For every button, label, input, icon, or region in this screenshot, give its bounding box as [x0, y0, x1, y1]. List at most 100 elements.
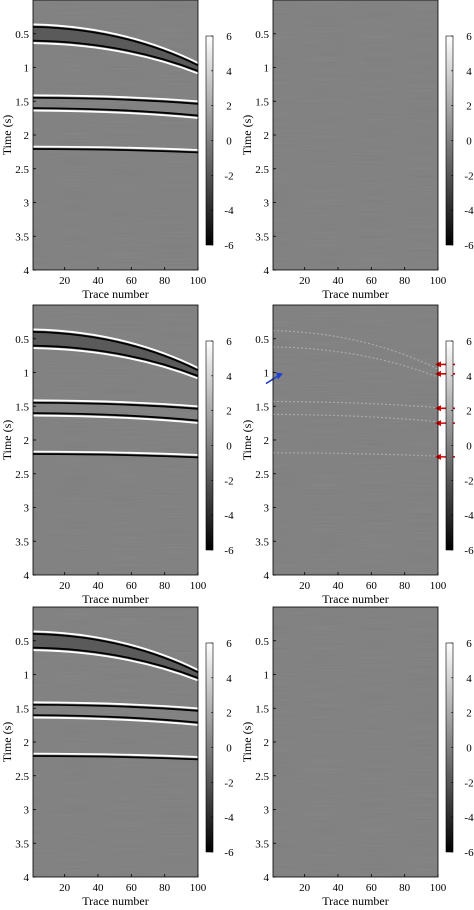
reflector-2-upper — [32, 344, 199, 377]
colorbar-tick-label: -6 — [224, 240, 234, 252]
reflector-2-upper — [32, 646, 199, 679]
reflector-1-upper — [32, 328, 199, 369]
y-tick-label: 3 — [24, 198, 30, 210]
residual-3 — [272, 400, 439, 409]
x-tick-label: 100 — [430, 882, 447, 894]
colorbar-tick-label: 2 — [226, 101, 232, 113]
x-tick-label: 100 — [430, 580, 447, 592]
x-tick-label: 40 — [333, 275, 345, 287]
y-tick-label: 3.5 — [15, 536, 29, 548]
y-tick-label: 2.5 — [15, 771, 29, 783]
colorbar-tick-label: 2 — [226, 708, 232, 720]
reflector-4-upper — [32, 714, 199, 724]
y-tick-label: 1.5 — [15, 401, 29, 413]
x-tick-label: 100 — [190, 580, 207, 592]
y-axis-label: Time (s) — [0, 420, 14, 461]
residual-5 — [272, 452, 439, 457]
colorbar-tick-label: -4 — [464, 510, 474, 522]
y-tick-label: 2 — [24, 737, 30, 749]
x-tick-label: 60 — [126, 580, 138, 592]
y-tick-label: 2.5 — [255, 469, 269, 481]
reflector-3-lower — [32, 401, 199, 410]
y-tick-label: 4 — [24, 872, 30, 884]
colorbar-tick-label: -2 — [464, 475, 473, 487]
colorbar-tick-label: -2 — [224, 170, 233, 182]
reflector-1-lower — [32, 632, 199, 674]
y-tick-label: 2 — [264, 737, 270, 749]
reflector-3-upper — [32, 399, 199, 408]
y-tick-label: 3.5 — [255, 231, 269, 243]
y-tick-label: 1.5 — [15, 96, 29, 108]
colorbar-tick-label: -4 — [224, 812, 234, 824]
y-tick-label: 1.5 — [255, 703, 269, 715]
reflector-4-lower — [32, 109, 199, 119]
reflector-5-lower — [32, 453, 199, 459]
reflector-5-upper — [32, 752, 199, 758]
reflector-2-lower — [32, 649, 199, 682]
reflector-5-upper — [32, 145, 199, 151]
x-tick-label: 20 — [59, 882, 71, 894]
x-tick-label: 40 — [93, 275, 105, 287]
y-tick-label: 1 — [24, 670, 30, 682]
y-tick-label: 2 — [24, 435, 30, 447]
reflector-1-upper — [32, 23, 199, 64]
x-axis-label: Trace number — [322, 894, 389, 908]
x-axis-label: Trace number — [82, 894, 149, 908]
reflector-4-lower — [32, 716, 199, 726]
x-axis-label: Trace number — [322, 287, 389, 301]
y-tick-label: 1 — [264, 63, 270, 75]
colorbar-tick-label: 0 — [226, 136, 232, 148]
y-tick-label: 3.5 — [15, 838, 29, 850]
colorbar-tick-label: 4 — [466, 66, 472, 78]
x-tick-label: 80 — [159, 882, 171, 894]
y-axis-label: Time (s) — [0, 722, 14, 763]
colorbar-tick-label: -2 — [224, 777, 233, 789]
blue-arrow — [265, 375, 278, 385]
x-tick-label: 60 — [366, 882, 378, 894]
colorbar-tick-label: 4 — [226, 66, 232, 78]
reflector-2-lower — [32, 347, 199, 380]
y-tick-label: 3 — [264, 805, 270, 817]
x-tick-label: 80 — [399, 882, 411, 894]
plot-texture — [273, 607, 438, 877]
colorbar-tick-label: 2 — [226, 406, 232, 418]
x-tick-label: 80 — [399, 275, 411, 287]
x-tick-label: 40 — [333, 580, 345, 592]
colorbar-tick-label: 0 — [466, 441, 472, 453]
x-tick-label: 20 — [59, 275, 71, 287]
y-axis-label: Time (s) — [240, 115, 254, 156]
x-tick-label: 20 — [299, 882, 311, 894]
y-tick-label: 2 — [24, 130, 30, 142]
colorbar-tick-label: 0 — [226, 743, 232, 755]
reflector-1-upper — [32, 630, 199, 671]
y-tick-label: 1.5 — [255, 96, 269, 108]
x-tick-label: 100 — [190, 275, 207, 287]
colorbar-tick-label: -2 — [224, 475, 233, 487]
y-tick-label: 1 — [24, 368, 30, 380]
x-axis-label: Trace number — [82, 592, 149, 606]
colorbar-tick-label: -2 — [464, 170, 473, 182]
reflector-2-upper — [32, 39, 199, 72]
colorbar-tick-label: 0 — [226, 441, 232, 453]
colorbar-tick-label: -6 — [464, 240, 474, 252]
reflector-4-upper — [32, 107, 199, 117]
x-tick-label: 20 — [299, 580, 311, 592]
reflector-4-upper — [32, 412, 199, 422]
plot-texture — [273, 305, 438, 575]
colorbar-tick-label: 6 — [226, 638, 232, 650]
y-tick-label: 3.5 — [255, 838, 269, 850]
y-tick-label: 4 — [24, 570, 30, 582]
y-tick-label: 0.5 — [15, 29, 29, 41]
y-tick-label: 3 — [24, 805, 30, 817]
x-tick-label: 60 — [366, 275, 378, 287]
x-tick-label: 100 — [430, 275, 447, 287]
x-tick-label: 100 — [190, 882, 207, 894]
colorbar-tick-label: -2 — [464, 777, 473, 789]
x-tick-label: 60 — [126, 275, 138, 287]
y-tick-label: 4 — [264, 872, 270, 884]
colorbar-tick-label: -4 — [464, 205, 474, 217]
y-tick-label: 0.5 — [255, 29, 269, 41]
reflector-5-lower — [32, 755, 199, 761]
y-tick-label: 2.5 — [255, 164, 269, 176]
